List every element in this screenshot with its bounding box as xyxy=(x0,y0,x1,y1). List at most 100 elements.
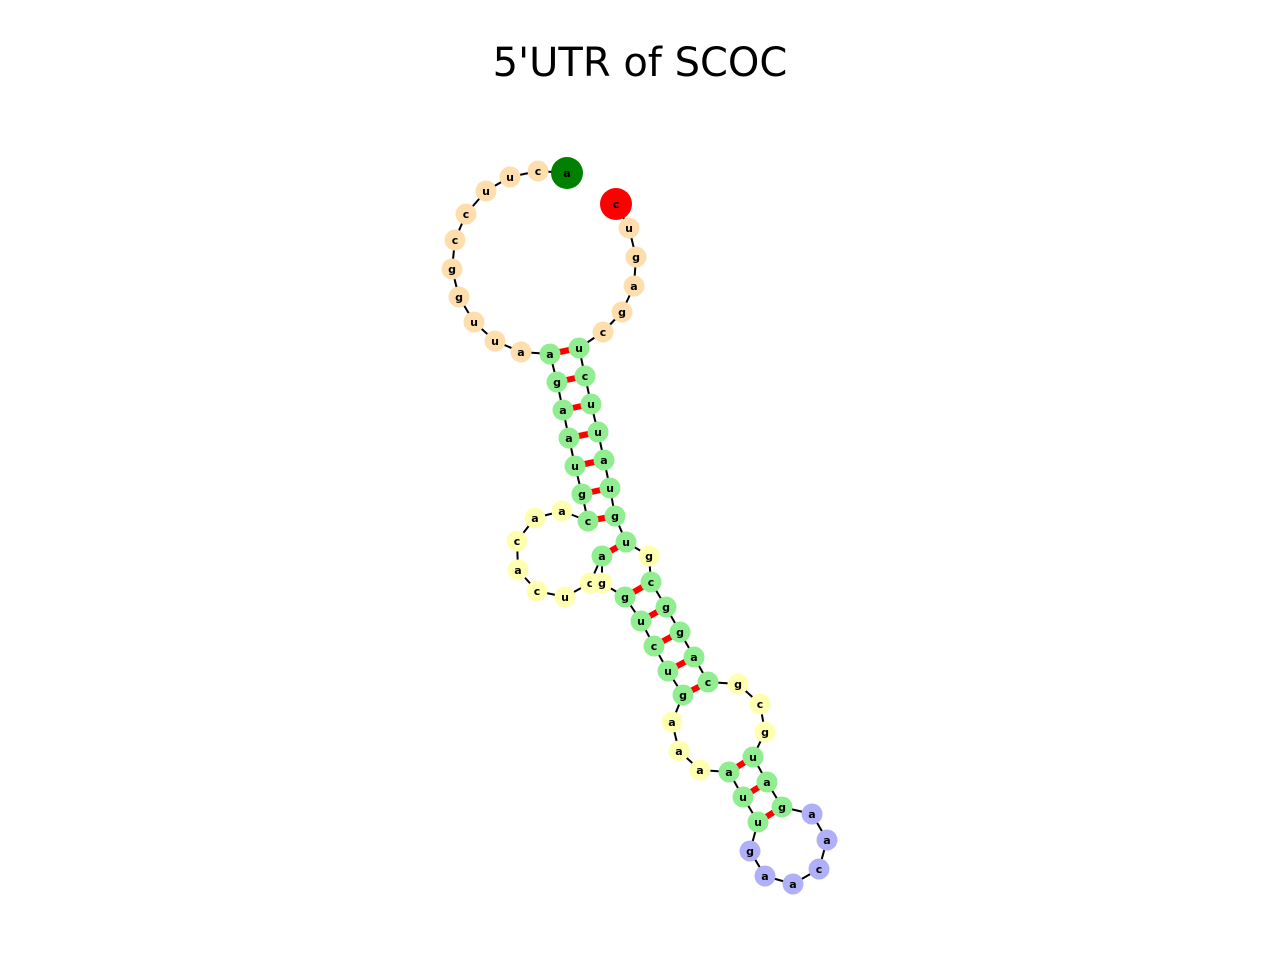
nucleotide: a xyxy=(552,399,574,421)
nucleotide-circle xyxy=(524,507,546,529)
nucleotide-circle xyxy=(526,580,548,602)
nucleotide-circle xyxy=(614,586,636,608)
start-nucleotide-marker xyxy=(551,157,583,189)
nucleotide-circle xyxy=(615,531,637,553)
nucleotide: c xyxy=(592,321,614,343)
nucleotide: u xyxy=(742,746,764,768)
nucleotide-label: g xyxy=(553,376,561,389)
nucleotide-label: u xyxy=(470,316,478,329)
nucleotide-circle xyxy=(599,477,621,499)
nucleotide: g xyxy=(739,840,761,862)
nucleotide-label: g xyxy=(734,678,742,691)
nucleotide-circle xyxy=(801,803,823,825)
nucleotide-circle xyxy=(782,873,804,895)
nucleotide: g xyxy=(591,572,613,594)
nucleotide-label: u xyxy=(571,460,579,473)
nucleotide: u xyxy=(463,311,485,333)
nucleotide-label: a xyxy=(763,776,770,789)
nucleotide: a xyxy=(591,545,613,567)
nucleotide-label: a xyxy=(808,808,815,821)
nucleotide-label: c xyxy=(534,585,541,598)
nucleotide: a xyxy=(756,771,778,793)
nucleotide-circle xyxy=(546,371,568,393)
nucleotide-circle xyxy=(747,811,769,833)
nucleotide-label: a xyxy=(558,505,565,518)
nucleotide-circle xyxy=(507,559,529,581)
nucleotide-circle xyxy=(618,217,640,239)
nucleotide-circle xyxy=(661,711,683,733)
nucleotide: c xyxy=(697,671,719,693)
nucleotide-label: a xyxy=(514,564,521,577)
nucleotide-circle xyxy=(754,721,776,743)
nucleotide-circle xyxy=(554,586,576,608)
nucleotide-label: g xyxy=(618,306,626,319)
nucleotide: a xyxy=(507,559,529,581)
nucleotide: c xyxy=(455,203,477,225)
nucleotide-label: c xyxy=(452,234,459,247)
nucleotide: g xyxy=(672,684,694,706)
nucleotide: u xyxy=(564,455,586,477)
nucleotide-label: g xyxy=(679,689,687,702)
nucleotide-label: c xyxy=(535,165,542,178)
nucleotide-label: g xyxy=(448,263,456,276)
nucleotide-circle xyxy=(689,759,711,781)
nucleotide: u xyxy=(554,586,576,608)
nucleotide-label: c xyxy=(648,576,655,589)
nucleotide: g xyxy=(448,286,470,308)
nucleotide: a xyxy=(718,761,740,783)
nucleotide-circle xyxy=(771,796,793,818)
nucleotide-circle xyxy=(551,500,573,522)
nucleotide-circle xyxy=(527,160,549,182)
nucleotide-circle xyxy=(623,275,645,297)
nucleotide: c xyxy=(577,510,599,532)
nucleotide-circle xyxy=(591,545,613,567)
nucleotide-circle xyxy=(756,771,778,793)
nucleotide-circle xyxy=(564,455,586,477)
nucleotide: g xyxy=(754,721,776,743)
nucleotide: u xyxy=(618,217,640,239)
nucleotide-label: g xyxy=(578,488,586,501)
nucleotide: u xyxy=(499,166,521,188)
nucleotide-label: c xyxy=(587,577,594,590)
nucleotide-label: c xyxy=(613,198,620,211)
nucleotide-label: a xyxy=(675,745,682,758)
nucleotide: g xyxy=(546,371,568,393)
nucleotide: g xyxy=(604,505,626,527)
nucleotide-circle xyxy=(638,545,660,567)
nucleotide-circle xyxy=(630,610,652,632)
nucleotide-label: g xyxy=(746,845,754,858)
nucleotide-label: c xyxy=(705,676,712,689)
nucleotide-label: a xyxy=(559,404,566,417)
nucleotide: a xyxy=(801,803,823,825)
nucleotide-circle xyxy=(657,660,679,682)
nucleotide-label: a xyxy=(565,432,572,445)
nucleotide-label: c xyxy=(816,863,823,876)
nucleotide-circle xyxy=(587,421,609,443)
nucleotide-label: g xyxy=(632,251,640,264)
nucleotide-label: u xyxy=(664,665,672,678)
nucleotide-label: u xyxy=(587,398,595,411)
nucleotide: g xyxy=(441,258,463,280)
nucleotide-circle xyxy=(643,635,665,657)
nucleotide: a xyxy=(623,275,645,297)
nucleotide-circle xyxy=(552,399,574,421)
nucleotide-label: g xyxy=(761,726,769,739)
nucleotide-circle xyxy=(484,330,506,352)
nucleotide-label: u xyxy=(561,591,569,604)
nucleotide-label: u xyxy=(739,791,747,804)
nucleotide-label: c xyxy=(600,326,607,339)
nucleotide: g xyxy=(614,586,636,608)
nucleotide-circle xyxy=(506,530,528,552)
nucleotide-label: g xyxy=(662,601,670,614)
nucleotide: g xyxy=(771,796,793,818)
nucleotide-circle xyxy=(455,203,477,225)
nucleotide-label: a xyxy=(690,651,697,664)
nucleotide-label: a xyxy=(789,878,796,891)
nucleotide-circle xyxy=(574,365,596,387)
nucleotide-label: a xyxy=(725,766,732,779)
nucleotide-circle xyxy=(697,671,719,693)
nucleotide: c xyxy=(574,365,596,387)
nucleotide: c xyxy=(527,160,549,182)
nucleotide-circle xyxy=(683,646,705,668)
